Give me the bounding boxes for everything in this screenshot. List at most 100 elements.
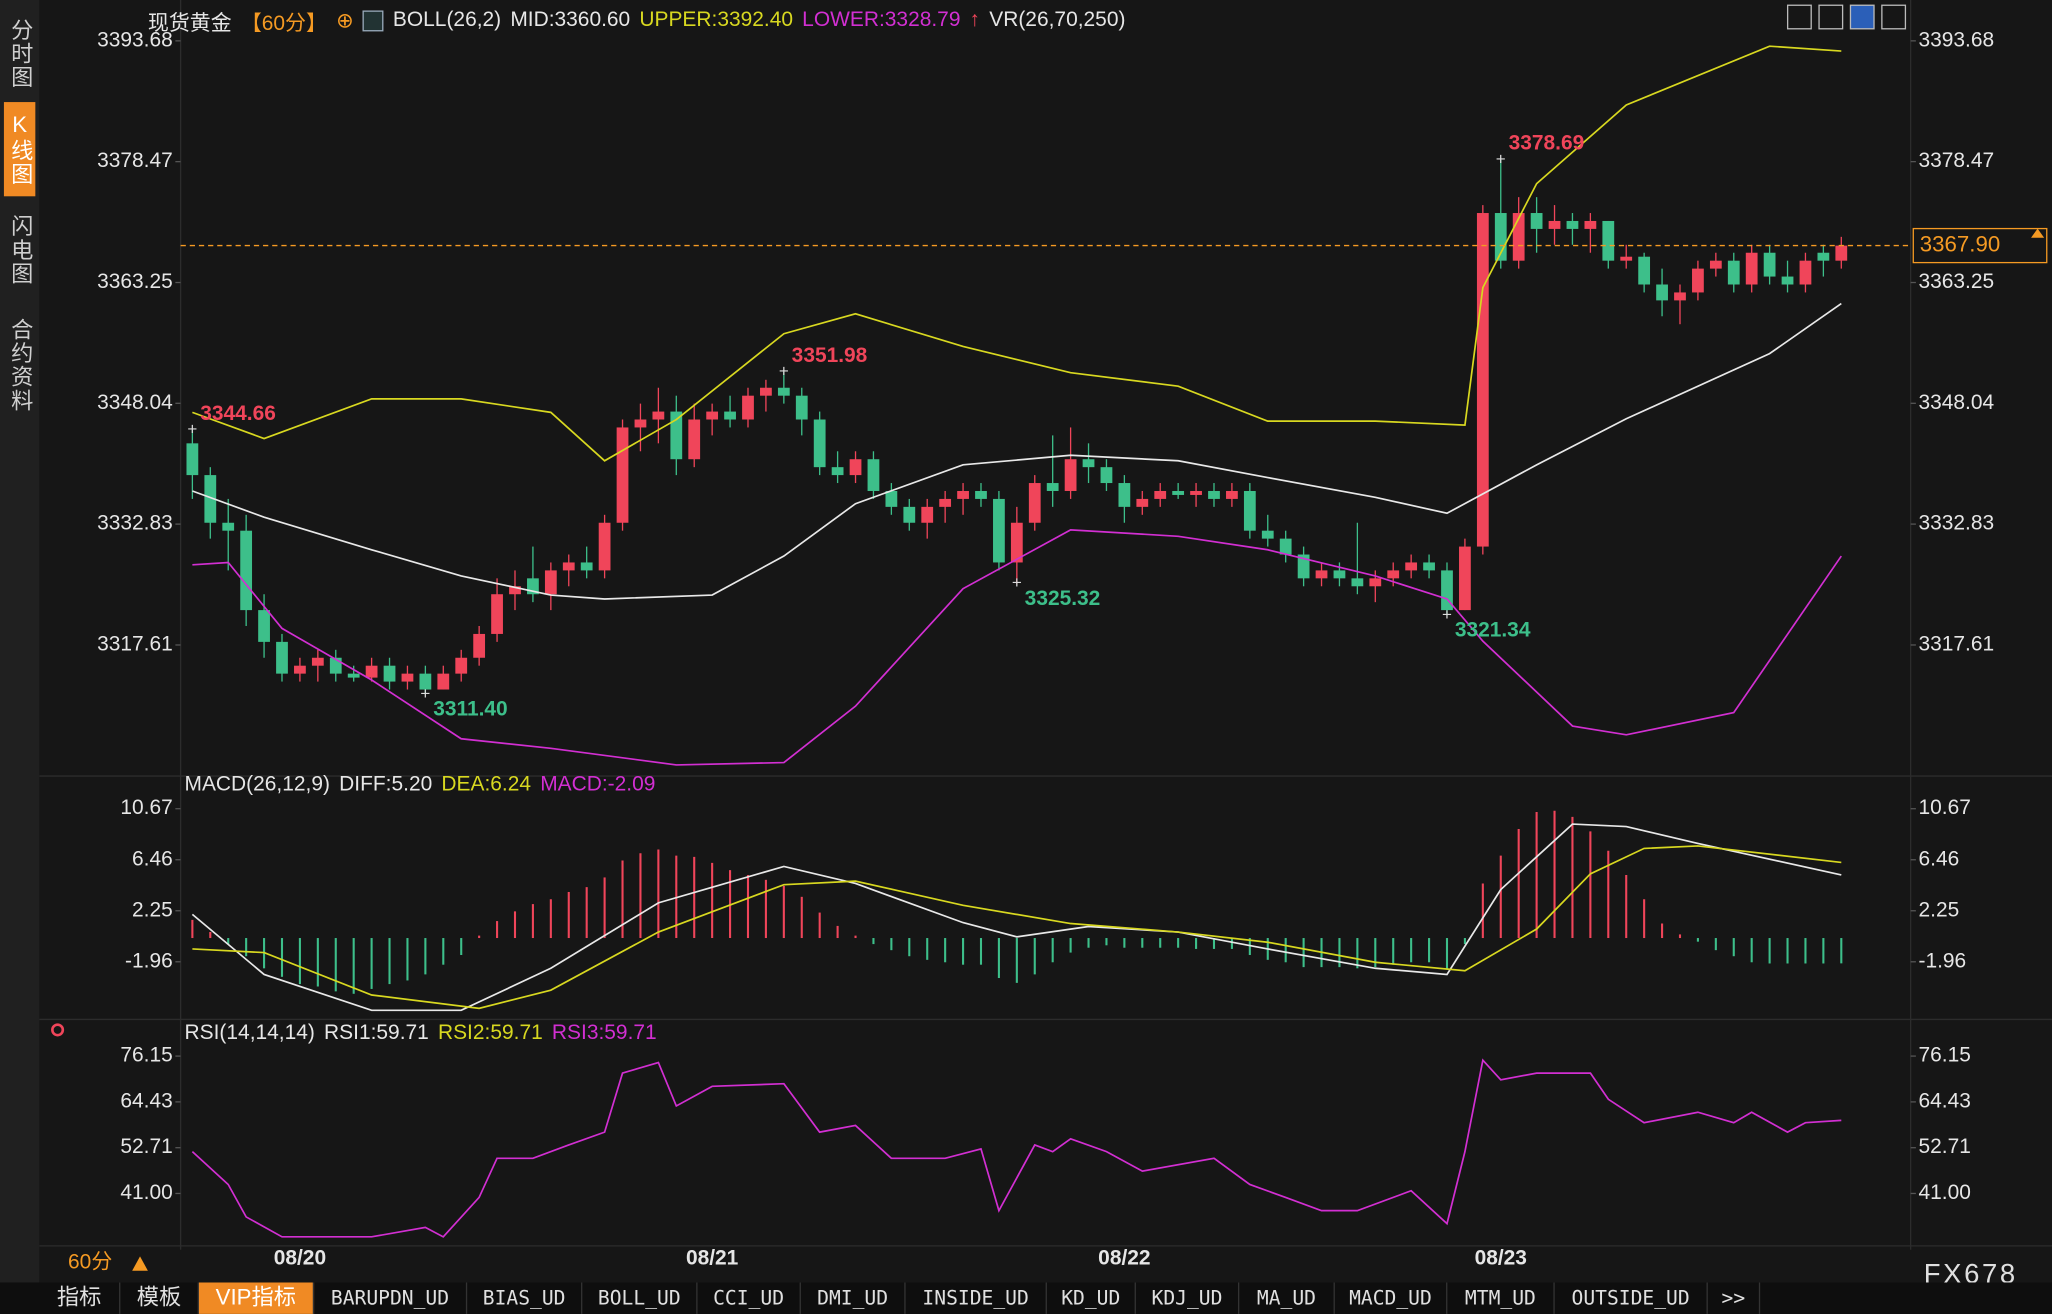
candle-body (437, 673, 450, 690)
icon-candles[interactable] (1849, 4, 1875, 30)
extreme-marker: + (187, 420, 197, 439)
extreme-marker: + (1012, 573, 1022, 592)
candle-body (527, 578, 539, 595)
y-tick-label-right: 3378.47 (1919, 149, 1995, 172)
candle-body (222, 522, 235, 531)
y-tick-label-right: 3317.61 (1919, 633, 1995, 656)
indicator-name: MACD(26,12,9) (184, 773, 330, 796)
candle-body (921, 506, 934, 523)
legend-entry: MACD:-2.09 (540, 773, 656, 796)
candle-body (562, 562, 575, 571)
candle-body (760, 387, 772, 396)
extreme-label: 3344.66 (200, 402, 276, 425)
indicator-tab[interactable]: KD_UD (1047, 1282, 1136, 1314)
candle-body (849, 459, 862, 476)
indicator-tab[interactable]: VIP指标 (198, 1282, 315, 1314)
candle-body (652, 411, 665, 420)
x-tick-label: 08/22 (1098, 1246, 1150, 1269)
last-price-label: 3367.90 (1920, 231, 2000, 256)
indicator-tab[interactable]: MACD_UD (1335, 1282, 1448, 1314)
candle-body (813, 419, 826, 468)
x-tick-label: 08/20 (274, 1246, 326, 1269)
candle-body (401, 673, 414, 682)
indicator-tab[interactable]: CCI_UD (698, 1282, 801, 1314)
y-tick-label-right: 52.71 (1919, 1135, 1971, 1158)
candle-body (706, 411, 719, 420)
candle-body (1369, 578, 1382, 587)
indicator-tab[interactable]: BIAS_UD (467, 1282, 583, 1314)
indicator-icon[interactable] (362, 10, 384, 32)
x-tick-label: 08/21 (686, 1246, 739, 1269)
candle-body (1620, 256, 1633, 261)
candle-body (1817, 252, 1830, 261)
period-label: 【60分】 (240, 13, 327, 36)
extreme-label: 3321.34 (1455, 619, 1531, 642)
candle-body (347, 673, 360, 678)
extreme-marker: + (1496, 149, 1506, 168)
sidebar-tab[interactable]: 闪电图 (7, 214, 33, 286)
candle-body (455, 657, 468, 674)
sidebar: 分时图 K线图闪电图合约资料 (0, 0, 40, 1283)
candle-body (1459, 546, 1471, 611)
rsi-line (191, 1058, 1842, 1238)
candle-body (1082, 459, 1095, 468)
candle-body (1423, 562, 1435, 571)
candle-body (544, 570, 557, 595)
icon-bars[interactable] (1818, 4, 1844, 30)
sidebar-tab[interactable]: 分时图 (7, 18, 33, 89)
legend-entry: DIFF:5.20 (339, 773, 433, 796)
candle-body (670, 411, 683, 460)
candle-body (1548, 220, 1561, 229)
candle-body (1692, 268, 1704, 293)
legend-entry: MID:3360.60 (510, 9, 631, 32)
y-tick-label-right: 76.15 (1919, 1044, 1971, 1067)
candle-body (1656, 284, 1668, 301)
extreme-label: 3311.40 (433, 698, 507, 721)
y-tick-label: 6.46 (132, 847, 173, 870)
indicator-tab[interactable]: MTM_UD (1447, 1282, 1555, 1314)
candle-body (1010, 522, 1023, 563)
y-tick-label-right: 3332.83 (1919, 512, 1995, 535)
icon-exit[interactable] (1881, 4, 1907, 30)
indicator-tab[interactable]: INSIDE_UD (906, 1282, 1047, 1314)
candle-body (1566, 220, 1579, 229)
sidebar-tab[interactable]: K线图 (3, 102, 36, 197)
candle-body (1118, 483, 1131, 507)
candle-body (1387, 570, 1400, 579)
period-selector[interactable]: 60分 (68, 1250, 112, 1273)
indicator-tab[interactable]: OUTSIDE_UD (1555, 1282, 1708, 1314)
candle-body (724, 411, 736, 420)
indicator-tab[interactable]: 指标 (39, 1282, 121, 1314)
candle-body (1584, 220, 1597, 229)
indicator-tab[interactable]: BARUPDN_UD (314, 1282, 468, 1314)
indicator-tab[interactable]: KDJ_UD (1136, 1282, 1240, 1314)
icon-crosshair[interactable] (1786, 4, 1812, 30)
indicator-tab[interactable]: DMI_UD (801, 1282, 906, 1314)
candle-body (1727, 260, 1740, 285)
y-tick-label: 3363.25 (97, 270, 173, 293)
indicator-tab[interactable]: 模板 (120, 1282, 199, 1314)
add-icon[interactable]: ⊕ (336, 10, 354, 33)
y-tick-label-right: 64.43 (1919, 1089, 1971, 1112)
extreme-label: 3325.32 (1025, 587, 1101, 610)
macd-line (191, 823, 1842, 1012)
sidebar-tab[interactable]: 合约资料 (7, 317, 33, 412)
period-arrow[interactable] (132, 1256, 148, 1271)
candle-body (1351, 578, 1364, 587)
settings-icon[interactable] (51, 1023, 65, 1037)
indicator-tab[interactable]: BOLL_UD (582, 1282, 698, 1314)
candle-body (240, 530, 253, 611)
candle-body (1064, 459, 1077, 491)
indicator-tab[interactable]: >> (1708, 1282, 1761, 1314)
candle-body (939, 498, 952, 507)
price-header: 现货黄金 【60分】 ⊕ BOLL(26,2) MID:3360.60 UPPER… (148, 5, 1126, 36)
legend-entry: RSI1:59.71 (324, 1022, 429, 1045)
y-tick-label: 3332.83 (97, 512, 173, 535)
y-tick-label-right: 3348.04 (1919, 391, 1995, 414)
indicator-name: RSI(14,14,14) (184, 1022, 315, 1045)
candle-body (1835, 245, 1848, 261)
extra-indicator: VR(26,70,250) (989, 9, 1126, 32)
indicator-tab[interactable]: MA_UD (1239, 1282, 1335, 1314)
candle-body (688, 419, 701, 460)
